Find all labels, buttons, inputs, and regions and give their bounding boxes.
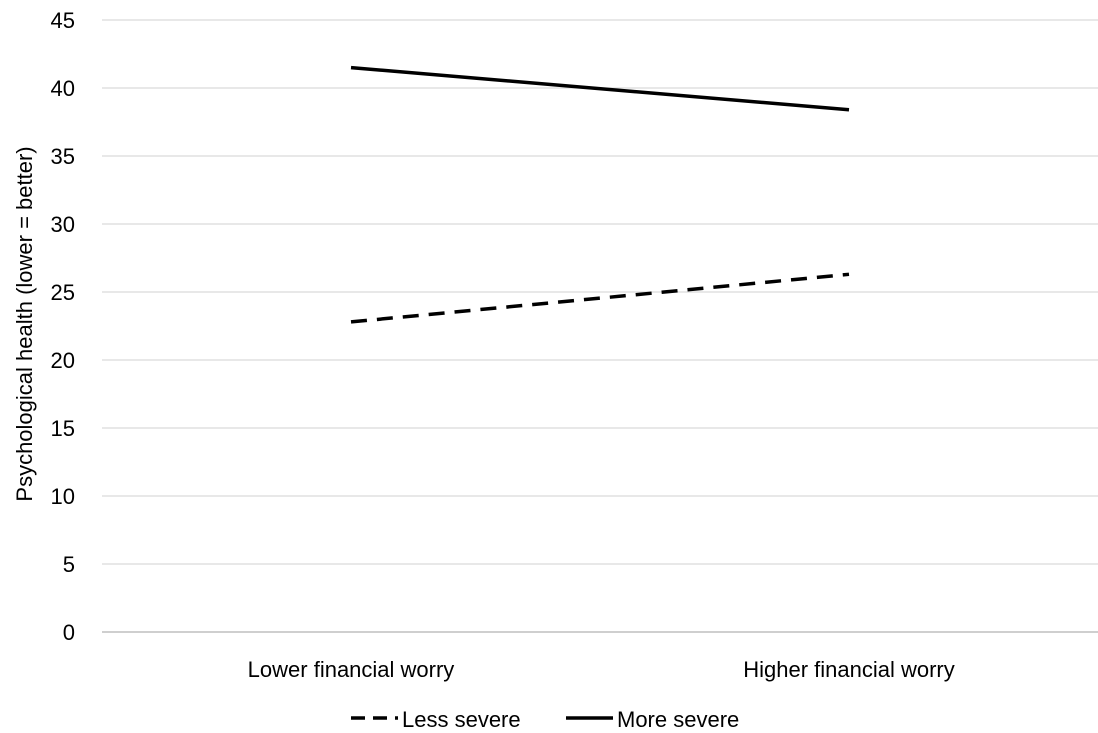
grid-lines: [102, 19, 1098, 565]
legend-label: Less severe: [402, 707, 521, 732]
y-tick-label: 15: [51, 416, 75, 441]
y-tick-label: 40: [51, 76, 75, 101]
y-axis-title: Psychological health (lower = better): [12, 146, 37, 501]
y-tick-label: 0: [63, 620, 75, 645]
y-tick-label: 30: [51, 212, 75, 237]
x-tick-labels: Lower financial worry Higher financial wo…: [248, 657, 955, 682]
y-tick-label: 35: [51, 144, 75, 169]
y-tick-label: 5: [63, 552, 75, 577]
y-tick-label: 45: [51, 8, 75, 33]
y-tick-label: 10: [51, 484, 75, 509]
y-tick-labels: 0 5 10 15 20 25 30 35 40 45: [51, 8, 75, 645]
y-tick-label: 20: [51, 348, 75, 373]
legend: Less severe More severe: [351, 707, 739, 732]
series-line-less-severe: [350, 272, 850, 324]
legend-label: More severe: [617, 707, 739, 732]
series-lines: [350, 65, 850, 324]
series-line-more-severe: [350, 65, 850, 112]
y-tick-label: 25: [51, 280, 75, 305]
x-tick-label: Lower financial worry: [248, 657, 455, 682]
x-tick-label: Higher financial worry: [743, 657, 955, 682]
